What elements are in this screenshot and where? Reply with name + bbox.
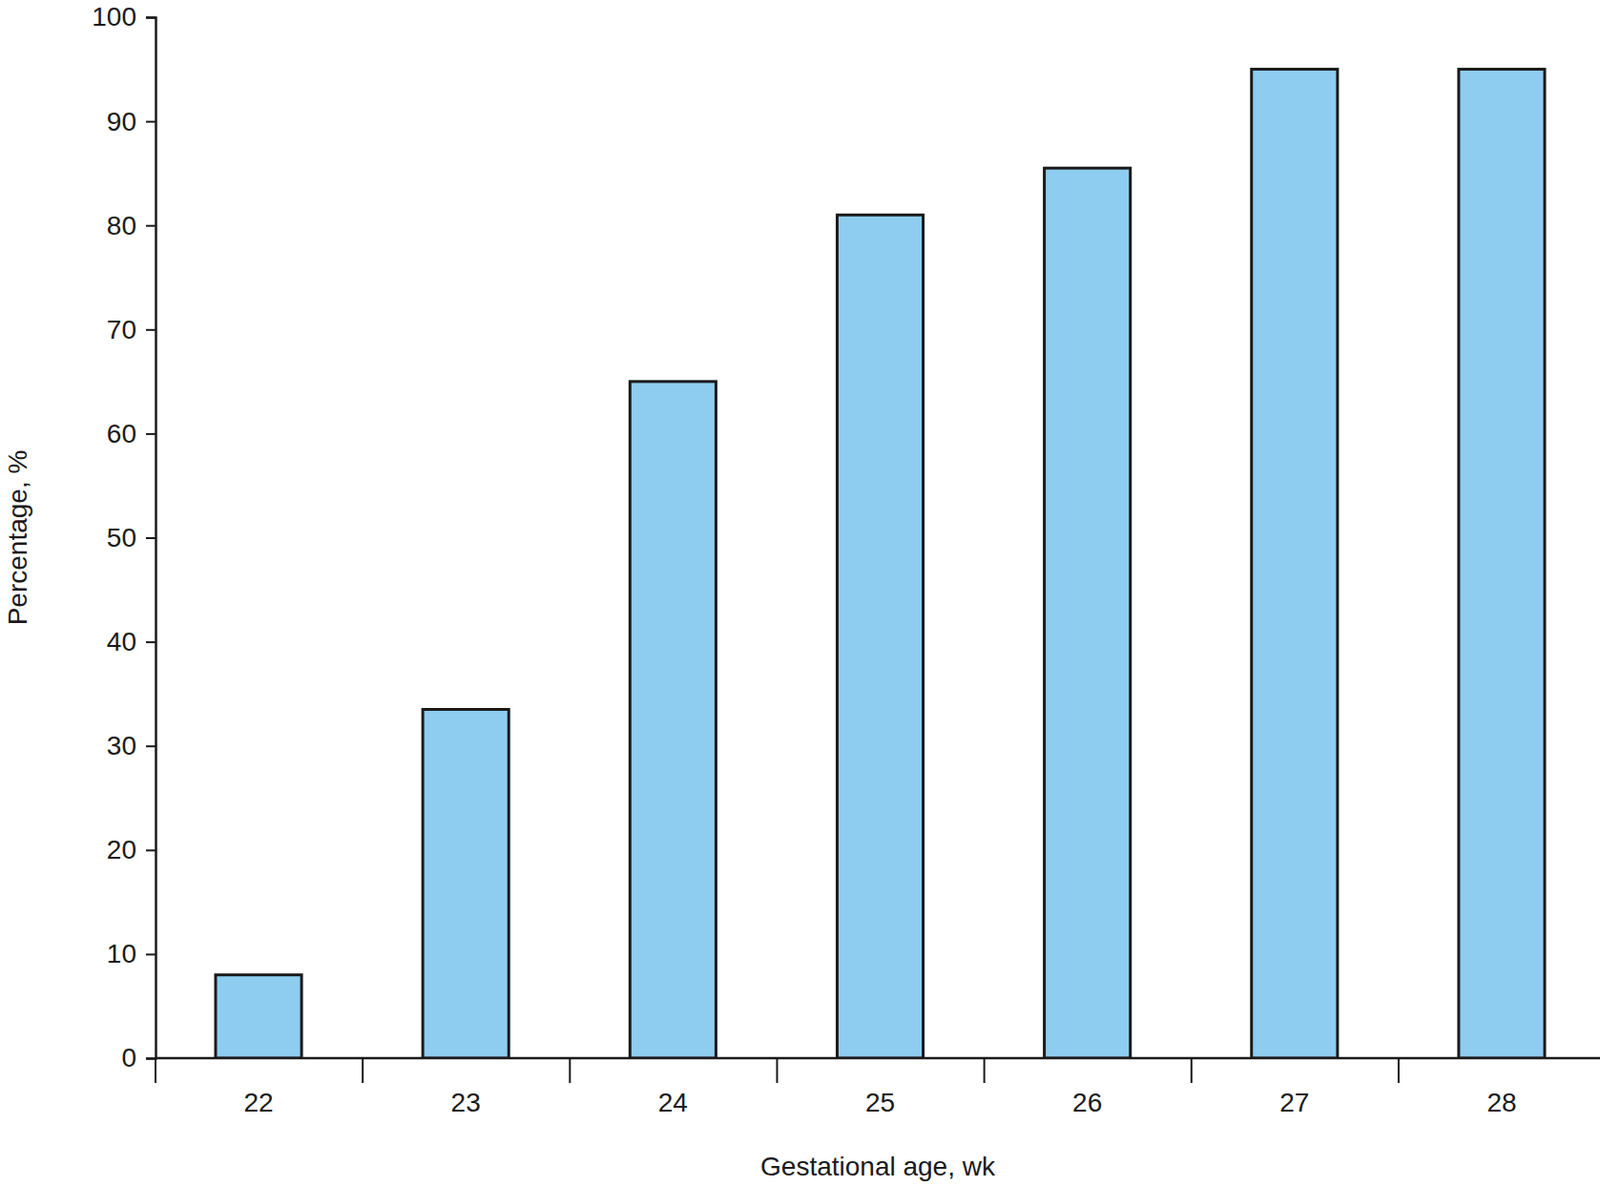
y-tick: 90 bbox=[106, 106, 156, 137]
y-tick-mark bbox=[145, 537, 156, 540]
x-tick: 28 bbox=[1486, 1058, 1517, 1118]
x-axis: 22 23 24 25 26 27 28 bbox=[155, 1058, 1600, 1118]
y-tick-label: 10 bbox=[106, 938, 137, 969]
y-axis-title: Percentage, % bbox=[2, 450, 33, 626]
x-tick: 26 bbox=[1072, 1058, 1102, 1118]
y-tick: 40 bbox=[106, 626, 156, 657]
x-tick-label: 24 bbox=[658, 1087, 688, 1118]
bar bbox=[1044, 167, 1131, 1059]
x-tick: 27 bbox=[1279, 1058, 1310, 1118]
y-tick-label: 20 bbox=[106, 834, 137, 865]
y-tick-mark bbox=[145, 849, 156, 852]
y-tick-mark bbox=[145, 953, 156, 956]
y-tick: 60 bbox=[106, 418, 156, 449]
x-axis-line bbox=[155, 1057, 1600, 1060]
x-tick: 22 bbox=[243, 1058, 273, 1118]
y-tick-label: 60 bbox=[106, 418, 137, 449]
bar bbox=[836, 214, 923, 1059]
y-tick-mark bbox=[145, 745, 156, 748]
y-tick-label: 80 bbox=[106, 210, 137, 241]
x-tick-label: 27 bbox=[1279, 1087, 1310, 1118]
y-tick: 50 bbox=[106, 522, 156, 553]
y-tick: 10 bbox=[106, 938, 156, 969]
chart: 0 10 20 30 40 50 60 70 80 90 100 22 23 24 25 26 27 28 Gest… bbox=[0, 0, 1600, 1186]
bar bbox=[629, 381, 716, 1059]
x-axis-title: Gestational age, wk bbox=[760, 1151, 997, 1182]
y-tick: 0 bbox=[121, 1042, 156, 1073]
y-axis-line bbox=[145, 18, 157, 1060]
x-tick-label: 26 bbox=[1072, 1087, 1102, 1118]
x-tick: 25 bbox=[865, 1058, 895, 1118]
bar bbox=[1251, 69, 1338, 1059]
bar bbox=[1458, 69, 1545, 1059]
y-tick-mark bbox=[145, 641, 156, 644]
y-tick: 20 bbox=[106, 834, 156, 865]
y-tick-label: 30 bbox=[106, 730, 137, 761]
x-tick-label: 25 bbox=[865, 1087, 895, 1118]
x-boundary-tick bbox=[983, 1058, 986, 1083]
y-tick-mark bbox=[145, 17, 156, 20]
y-tick-label: 100 bbox=[91, 1, 137, 32]
x-tick: 23 bbox=[451, 1058, 481, 1118]
x-tick-label: 22 bbox=[243, 1087, 273, 1118]
x-boundary-tick bbox=[154, 1058, 157, 1083]
y-tick: 80 bbox=[106, 210, 156, 241]
y-tick-mark bbox=[145, 121, 156, 124]
y-tick-label: 90 bbox=[106, 106, 137, 137]
y-tick-mark bbox=[145, 329, 156, 332]
y-tick-mark bbox=[145, 225, 156, 228]
x-tick-label: 28 bbox=[1486, 1087, 1517, 1118]
y-tick-mark bbox=[145, 433, 156, 436]
bars bbox=[215, 69, 1545, 1059]
x-boundaries bbox=[155, 1058, 1399, 1083]
x-boundary-tick bbox=[568, 1058, 571, 1083]
y-tick: 100 bbox=[91, 1, 156, 32]
bar bbox=[215, 975, 302, 1059]
y-axis: 0 10 20 30 40 50 60 70 80 90 100 bbox=[91, 1, 156, 1073]
x-tick-label: 23 bbox=[451, 1087, 481, 1118]
x-boundary-tick bbox=[1397, 1058, 1400, 1083]
y-tick: 30 bbox=[106, 730, 156, 761]
y-tick-label: 0 bbox=[121, 1042, 137, 1073]
x-boundary-tick bbox=[361, 1058, 364, 1083]
x-boundary-tick bbox=[1190, 1058, 1193, 1083]
y-tick: 70 bbox=[106, 314, 156, 345]
x-boundary-tick bbox=[775, 1058, 778, 1083]
bar bbox=[422, 709, 509, 1059]
y-tick-label: 70 bbox=[106, 314, 137, 345]
y-tick-mark bbox=[145, 1058, 156, 1060]
x-tick: 24 bbox=[658, 1058, 688, 1118]
y-tick-label: 50 bbox=[106, 522, 137, 553]
y-tick-label: 40 bbox=[106, 626, 137, 657]
